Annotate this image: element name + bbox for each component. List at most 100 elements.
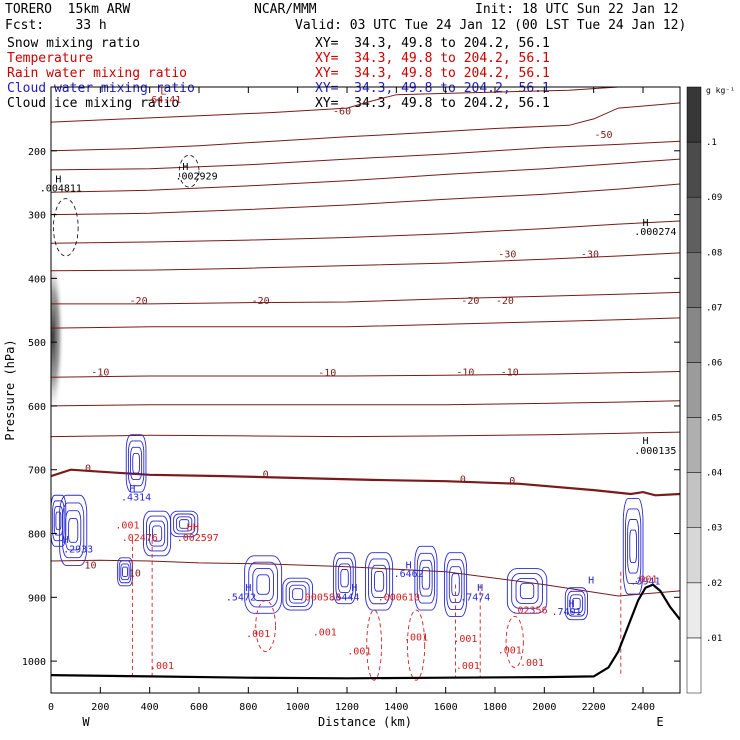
temperature-label: 10 [84,561,96,572]
west-label: W [82,715,90,729]
rain-water-label: .001 [520,658,544,669]
rain-water-label: .02476 [122,533,158,544]
cloud-water-contour [130,446,143,480]
temperature-label: -20 [252,296,270,307]
rain-water-label: .02356 [511,605,547,616]
cloud-water-contour [65,510,82,551]
temperature-label: 0 [85,464,91,475]
rain-water-label: .001 [115,520,139,531]
cloud-water-contour [149,520,166,547]
cloud-water-contour [340,569,349,588]
extrema-label: .4314 [121,492,151,503]
extrema-label: H [642,218,648,229]
x-tick-label: 2200 [582,702,606,713]
temperature-contour [51,102,680,152]
cloud-water-contour [365,552,394,611]
rain-water-label: HH [187,522,199,533]
rain-water-label: .001 [404,633,428,644]
colorbar-tick-label: .1 [706,138,717,148]
cloud-water-contour [248,561,279,608]
cloud-water-contour [622,497,644,595]
extrema-label: L [160,87,166,98]
y-tick-label: 400 [28,274,46,285]
cloud-water-contour [59,494,88,566]
rain-water-label: .001 [633,575,657,586]
cloud-water-contour [569,594,584,614]
cloud-water-contour [132,453,140,474]
extrema-label: H [588,575,594,586]
colorbar-swatch [686,252,702,308]
x-axis-label: Distance (km) [318,715,412,729]
colorbar-tick-label: .02 [706,579,722,589]
cloud-water-contour [282,577,313,611]
extrema-label: H [477,583,483,594]
cloud-water-contour [125,434,147,493]
temperature-label: 10 [129,568,141,579]
colorbar-swatch [686,527,702,584]
temperature-contour [51,317,680,329]
temperature-label: -10 [91,367,109,378]
temperature-label: -10 [318,368,336,379]
x-tick-label: 1000 [286,702,310,713]
x-tick-label: 2400 [631,702,655,713]
x-tick-label: 0 [48,702,54,713]
legend-entry-rain: Rain water mixing ratio [7,66,188,81]
temperature-contour [51,400,680,407]
cloud-water-contour [572,597,581,610]
legend-entry-cloud-water: Cloud water mixing ratio [7,81,195,96]
cloud-water-contour [68,517,79,543]
extrema-label: H [129,484,135,495]
init-time: Init: 18 UTC Sun 22 Jan 12 [475,2,679,17]
x-tick-label: 600 [190,702,208,713]
cloud-water-contour [152,525,163,542]
cloud-water-contour [118,560,132,584]
legend-xy-rain: XY= 34.3, 49.8 to 204.2, 56.1 [315,66,550,81]
y-tick-label: 600 [28,402,46,413]
cloud-water-contour [567,590,586,617]
colorbar-swatch [686,307,702,363]
extrema-label: .6444 [329,593,359,604]
cloud-water-contour [170,510,199,538]
temperature-label: 0 [460,474,466,485]
rain-water-contour [406,609,426,681]
colorbar-tick-label: .05 [706,414,722,424]
rain-water-label: .001 [313,628,337,639]
cloud-water-contour [624,508,642,585]
legend-xy-temperature: XY= 34.3, 49.8 to 204.2, 56.1 [315,51,550,66]
temperature-contour [51,371,680,378]
temperature-contour [51,291,680,305]
cloud-water-contour [371,564,388,598]
cloud-water-contour [55,511,62,530]
temperature-label: -20 [496,296,514,307]
extrema-label: .7474 [460,593,490,604]
colorbar-tick-label: .07 [706,303,722,313]
colorbar-tick-label: .01 [706,634,722,644]
cloud-water-contour [176,516,193,532]
cloud-water-contour [244,555,283,614]
colorbar-tick-label: .03 [706,524,722,534]
cloud-water-contour [414,545,438,611]
x-tick-label: 1800 [483,702,507,713]
x-tick-label: 1200 [335,702,359,713]
cloud-water-contour [515,577,539,604]
extrema-label: .2933 [63,545,93,556]
cloud-water-contour [120,563,130,581]
extrema-label: .7401 [551,607,581,618]
zero-isotherm [51,468,680,497]
x-tick-label: 1600 [434,702,458,713]
cloud-water-contour [62,502,85,559]
colorbar-swatch [686,472,702,528]
temperature-label: -10 [456,367,474,378]
model-title: TORERO 15km ARW [5,2,131,17]
rain-water-label: .001 [150,661,174,672]
y-tick-label: 300 [28,211,46,222]
cloud-ice-contour [53,198,79,257]
legend-entry-snow: Snow mixing ratio [7,36,141,51]
cloud-water-contour [627,519,640,574]
temperature-label: 0 [263,469,269,480]
colorbar-tick-label: .09 [706,193,722,203]
extrema-label: .6462 [394,569,424,580]
y-tick-label: 800 [28,530,46,541]
rain-water-label: .002597 [177,533,219,544]
